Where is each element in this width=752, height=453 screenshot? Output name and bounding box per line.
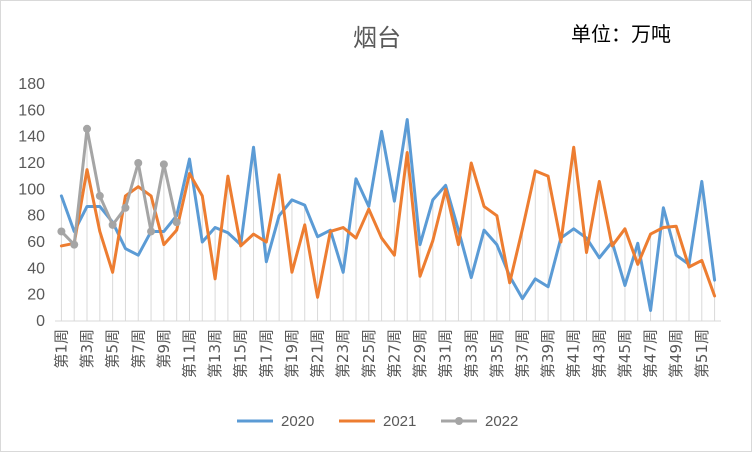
x-tick-label: 第49周 [667, 329, 685, 378]
series-line-2020 [59, 118, 717, 312]
y-tick-label: 0 [36, 313, 45, 330]
x-tick-label: 第13周 [206, 329, 224, 378]
y-axis: 0 20 40 60 80 100 120 140 160 180 [18, 76, 45, 330]
series-layer [57, 118, 717, 312]
x-tick-label: 第51周 [693, 329, 711, 378]
x-tick-label: 第21周 [309, 329, 327, 378]
series-point-2022 [121, 203, 130, 212]
series-line-2022 [59, 127, 179, 247]
series-point-2022 [70, 240, 79, 249]
legend-label-2020: 2020 [281, 413, 314, 430]
x-tick-label: 第41周 [565, 329, 583, 378]
chart-title: 烟台 [353, 24, 401, 52]
series-point-2022 [172, 218, 181, 227]
legend: 2020 2021 2022 [237, 413, 518, 430]
x-tick-label: 第35周 [488, 329, 506, 378]
x-tick-label: 第3周 [78, 329, 96, 369]
x-tick-label: 第45周 [616, 329, 634, 378]
x-tick-label: 第33周 [462, 329, 480, 378]
series-point-2022 [159, 160, 168, 169]
series-point-2022 [57, 227, 66, 236]
y-tick-label: 160 [18, 102, 45, 119]
legend-marker-2022 [455, 417, 463, 425]
x-tick-label: 第29周 [411, 329, 429, 378]
y-tick-label: 20 [27, 287, 45, 304]
x-tick-label: 第7周 [129, 329, 147, 369]
x-tick-label: 第43周 [590, 329, 608, 378]
x-tick-label: 第27周 [385, 329, 403, 378]
y-tick-label: 180 [18, 76, 45, 93]
x-tick-label: 第31周 [437, 329, 455, 378]
legend-label-2022: 2022 [485, 413, 518, 430]
series-point-2022 [147, 227, 156, 236]
x-tick-label: 第17周 [257, 329, 275, 378]
y-tick-label: 100 [18, 181, 45, 198]
series-point-2022 [134, 159, 143, 167]
y-tick-label: 120 [18, 155, 45, 172]
y-tick-label: 40 [27, 260, 45, 277]
x-tick-label: 第5周 [104, 329, 122, 369]
y-tick-label: 140 [18, 129, 45, 146]
y-tick-label: 80 [27, 208, 45, 225]
x-tick-label: 第23周 [334, 329, 352, 378]
x-tick-label: 第47周 [642, 329, 660, 378]
x-tick-label: 第39周 [539, 329, 557, 378]
x-tick-label: 第15周 [232, 329, 250, 378]
y-tick-label: 60 [27, 234, 45, 251]
x-tick-label: 第25周 [360, 329, 378, 378]
x-axis: 第1周 第3周 第5周 第7周 第9周 第11周 第13周 第15周 第17周 第19周 第21周第… [52, 320, 721, 378]
series-point-2022 [108, 220, 117, 229]
x-tick-label: 第19周 [283, 329, 301, 378]
x-tick-label: 第11周 [180, 329, 198, 378]
drop-lines [60, 119, 716, 321]
unit-label: 单位：万吨 [571, 22, 671, 46]
x-tick-label: 第9周 [155, 329, 173, 369]
series-point-2022 [95, 191, 104, 200]
series-point-2022 [83, 124, 92, 133]
x-tick-label: 第1周 [52, 329, 70, 369]
legend-label-2021: 2021 [383, 413, 416, 430]
series-line-2021 [59, 145, 717, 299]
x-tick-label: 第37周 [513, 329, 531, 378]
